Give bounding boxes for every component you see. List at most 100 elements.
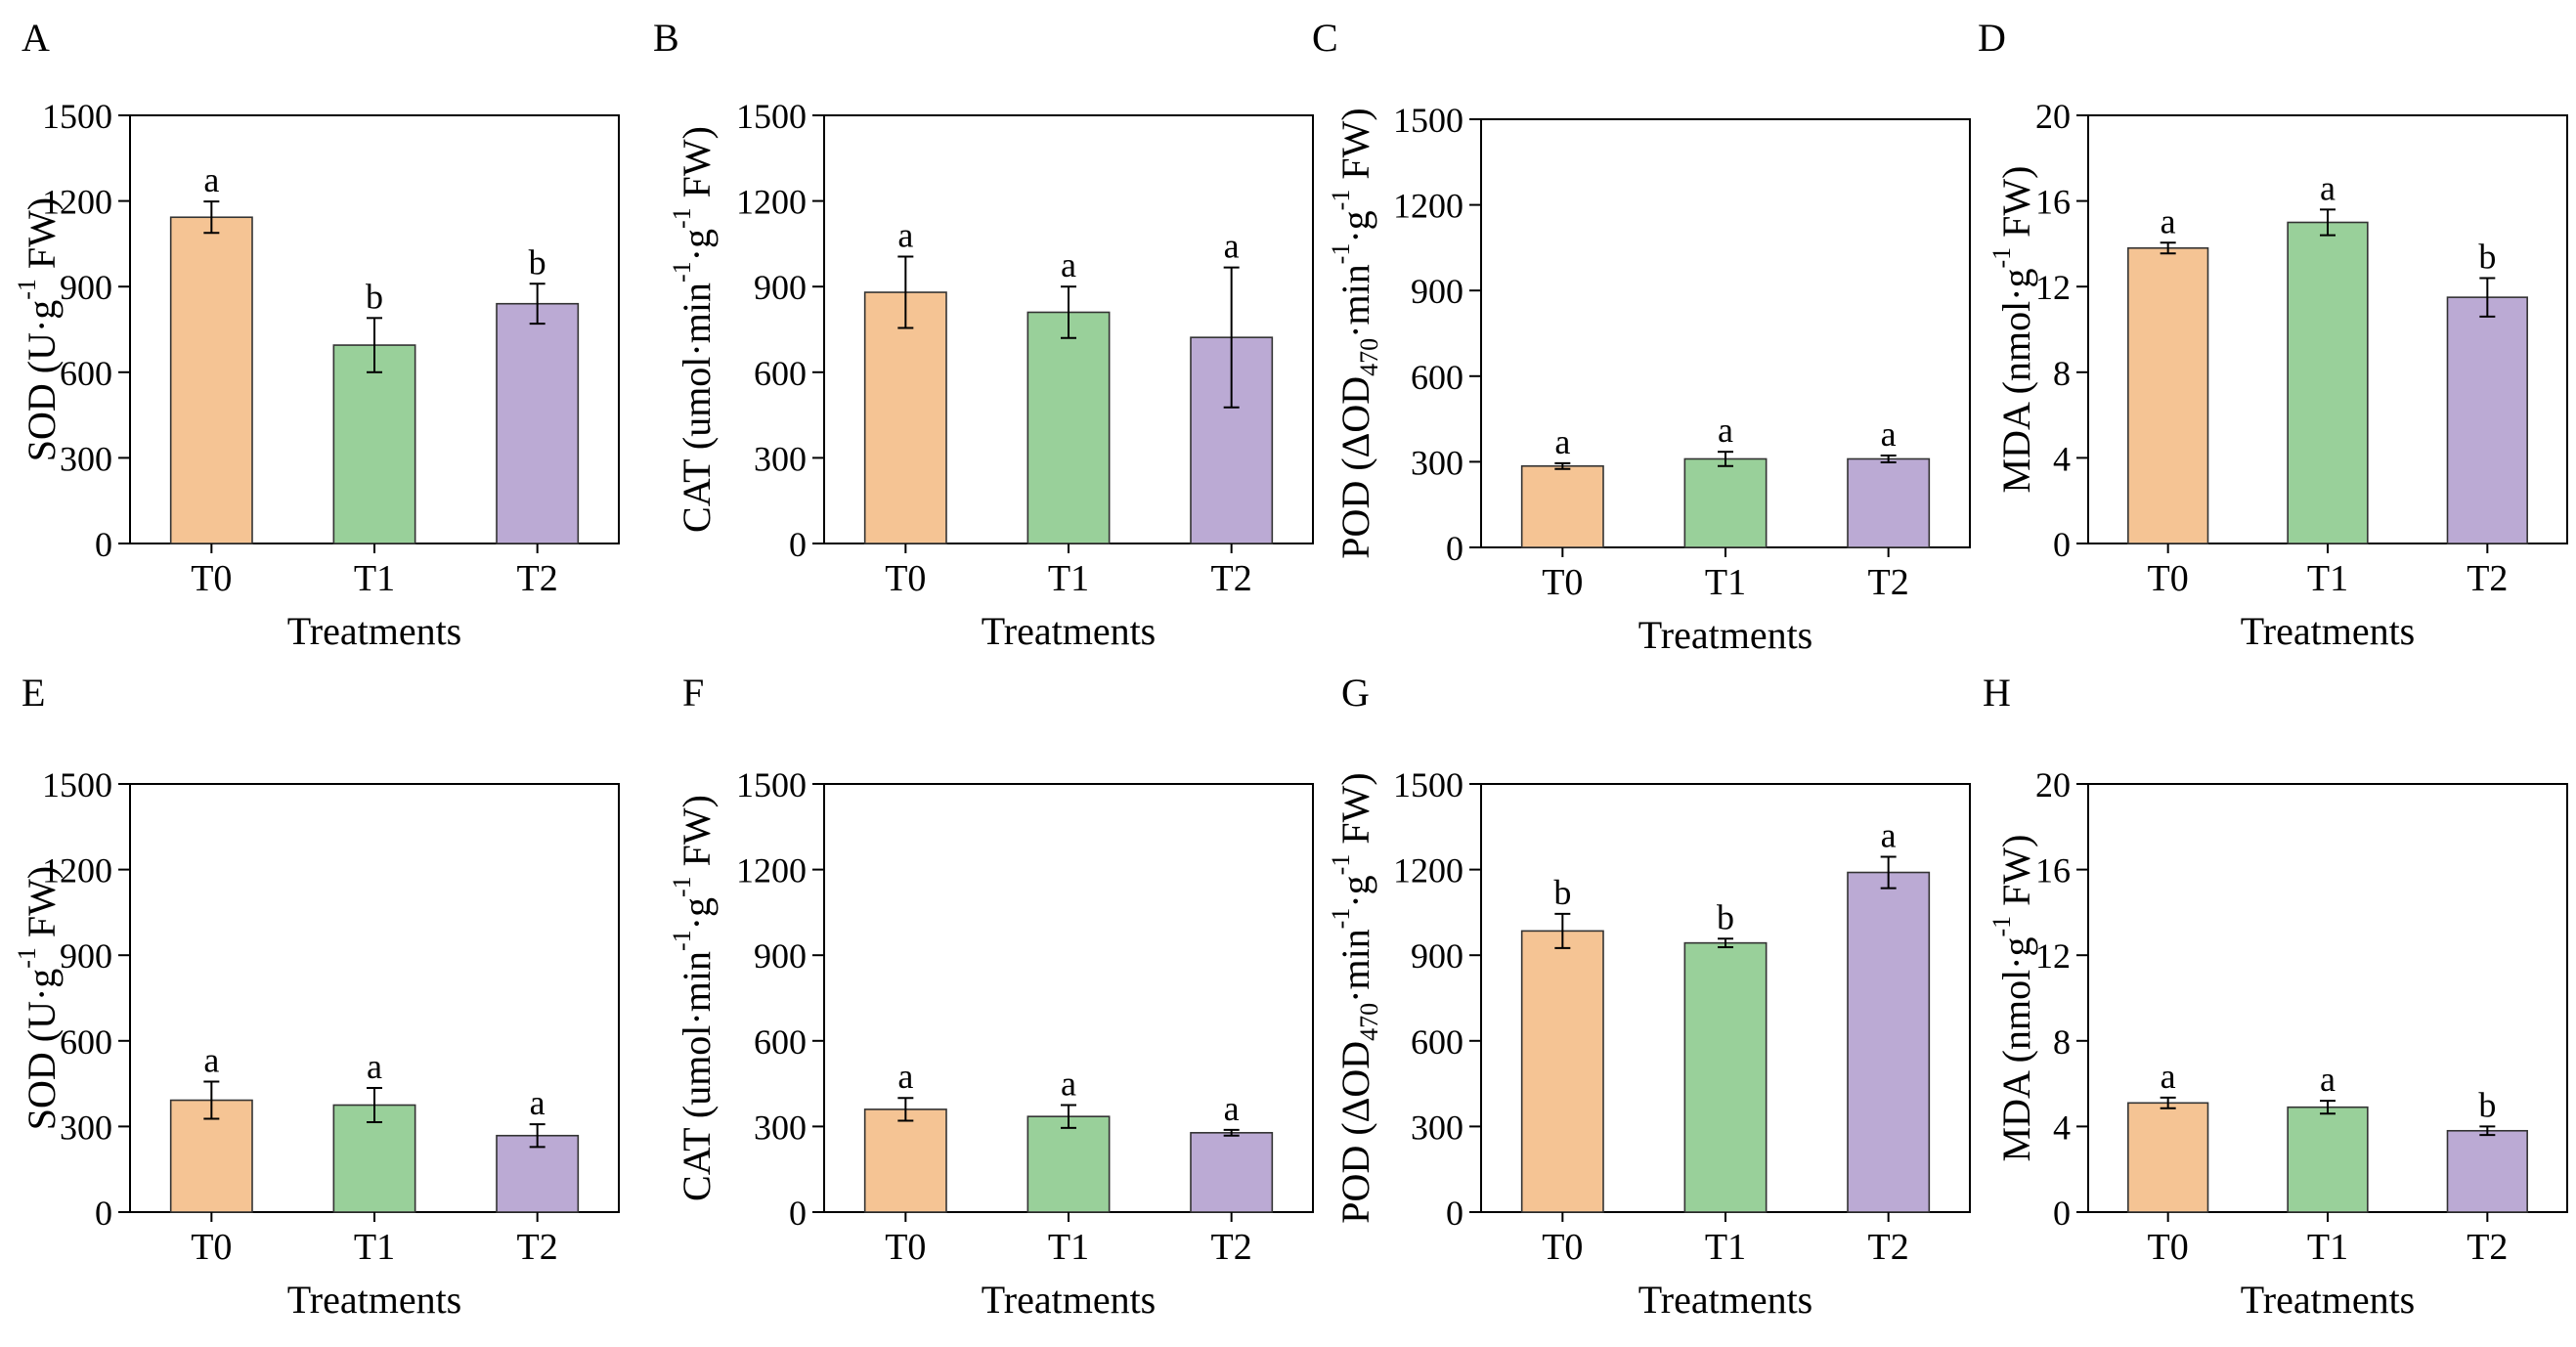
chart-panel-c: C 0 300 600 900 1200 1500 a T0 a T1 a T2 Treatments PO… [1312, 16, 1971, 657]
panel-letter: E [22, 671, 45, 715]
panel-letter: A [22, 16, 50, 60]
panel-letter: G [1341, 671, 1370, 715]
bar-t1 [332, 344, 416, 544]
y-tick-label: 600 [1411, 358, 1463, 397]
significance-letter: b [1553, 873, 1571, 912]
y-tick-label: 1500 [42, 765, 112, 804]
significance-letter: a [1061, 1065, 1076, 1104]
x-tick-label: T0 [2148, 558, 2189, 599]
y-tick-label: 4 [2053, 439, 2071, 478]
y-axis-label: SOD (U·g-1 FW) [13, 866, 64, 1131]
significance-letter: a [1224, 1089, 1240, 1128]
y-tick-label: 1200 [736, 851, 807, 891]
bar-t0 [2127, 246, 2209, 544]
panel-letter: H [1983, 671, 2011, 715]
x-tick-label: T1 [1048, 558, 1089, 599]
significance-letter: a [2161, 201, 2176, 240]
y-tick-label: 20 [2035, 765, 2071, 804]
x-tick-label: T2 [1868, 562, 1909, 603]
y-tick-label: 1500 [736, 97, 807, 136]
y-tick-label: 1500 [1393, 101, 1463, 140]
y-tick-label: 1200 [42, 183, 112, 222]
x-axis-label: Treatments [982, 609, 1157, 653]
y-tick-label: 300 [754, 1108, 807, 1147]
significance-letter: a [1224, 227, 1240, 266]
bar-t2 [2446, 1129, 2528, 1213]
panel-letter: F [682, 671, 704, 715]
y-axis-label: MDA (nmol·g-1 FW) [1987, 166, 2038, 494]
significance-letter: b [2478, 1085, 2496, 1124]
x-tick-label: T2 [1211, 1227, 1252, 1268]
y-tick-label: 16 [2035, 183, 2071, 222]
y-tick-label: 1200 [42, 851, 112, 891]
y-tick-label: 300 [754, 439, 807, 478]
x-tick-label: T0 [1542, 1227, 1583, 1268]
bar-t2 [496, 302, 580, 544]
panel-letter: C [1312, 16, 1338, 60]
x-axis-label: Treatments [287, 1278, 462, 1322]
y-tick-label: 0 [1446, 529, 1463, 568]
y-tick-label: 300 [1411, 443, 1463, 482]
bar-t0 [863, 1108, 947, 1213]
x-tick-label: T1 [1048, 1227, 1089, 1268]
x-tick-label: T1 [1705, 562, 1746, 603]
bar-t2 [1190, 1132, 1274, 1213]
y-tick-label: 600 [754, 1022, 807, 1062]
x-tick-label: T2 [1211, 558, 1252, 599]
x-axis-label: Treatments [1638, 1278, 1813, 1322]
x-tick-label: T0 [191, 558, 232, 599]
panel-letter: D [1978, 16, 2006, 60]
bar-t1 [1026, 1115, 1111, 1213]
y-tick-label: 900 [754, 268, 807, 307]
bar-t0 [2127, 1102, 2209, 1213]
significance-letter: a [1718, 411, 1733, 450]
bar-t2 [1847, 871, 1931, 1213]
y-tick-label: 1200 [1393, 851, 1463, 891]
bar-t1 [2287, 1106, 2369, 1213]
x-tick-label: T2 [517, 558, 558, 599]
significance-letter: a [1881, 414, 1897, 454]
y-tick-label: 300 [60, 439, 112, 478]
y-tick-label: 600 [1411, 1022, 1463, 1062]
y-tick-label: 600 [754, 354, 807, 393]
y-tick-label: 20 [2035, 97, 2071, 136]
bar-t0 [1520, 464, 1604, 548]
panel-letter: B [653, 16, 679, 60]
significance-letter: b [529, 242, 546, 282]
significance-letter: b [366, 277, 383, 316]
significance-letter: a [2320, 1060, 2336, 1099]
x-axis-label: Treatments [2241, 609, 2416, 653]
y-tick-label: 900 [754, 936, 807, 976]
x-tick-label: T0 [885, 558, 926, 599]
y-tick-label: 900 [1411, 936, 1463, 976]
y-axis-label: CAT (umol·min-1·g-1 FW) [668, 795, 719, 1201]
x-tick-label: T0 [885, 1227, 926, 1268]
y-tick-label: 0 [789, 1194, 807, 1233]
bar-t2 [2446, 296, 2528, 544]
bar-t0 [1520, 930, 1604, 1213]
chart-panel-e: E 0 300 600 900 1200 1500 a T0 a T1 a T2 Treatments SO… [13, 671, 620, 1322]
chart-panel-h: H 0 4 8 12 16 20 a T0 a T1 b T2 Treatments MDA (nmol·g… [1983, 671, 2568, 1322]
significance-letter: a [530, 1083, 546, 1122]
bar-t0 [863, 291, 947, 544]
significance-letter: b [1717, 897, 1734, 936]
x-tick-label: T2 [2467, 1227, 2508, 1268]
chart-panel-a: A 0 300 600 900 1200 1500 a T0 b T1 b T2 Treatments SO… [13, 16, 620, 653]
y-tick-label: 1500 [736, 765, 807, 804]
y-tick-label: 16 [2035, 851, 2071, 891]
y-axis-label: CAT (umol·min-1·g-1 FW) [668, 126, 719, 533]
y-tick-label: 300 [60, 1108, 112, 1147]
y-tick-label: 12 [2035, 936, 2071, 976]
bar-t1 [1683, 941, 1768, 1213]
chart-panel-f: F 0 300 600 900 1200 1500 a T0 a T1 a T2 Treatments CA… [668, 671, 1314, 1322]
x-axis-label: Treatments [982, 1278, 1157, 1322]
y-tick-label: 0 [95, 1194, 112, 1233]
bar-t2 [496, 1134, 580, 1213]
y-tick-label: 900 [60, 268, 112, 307]
x-tick-label: T1 [354, 558, 395, 599]
chart-panel-g: G 0 300 600 900 1200 1500 b T0 b T1 a T2 Treatments PO… [1327, 671, 1971, 1322]
x-tick-label: T0 [2148, 1227, 2189, 1268]
significance-letter: b [2478, 237, 2496, 276]
y-tick-label: 900 [1411, 272, 1463, 311]
